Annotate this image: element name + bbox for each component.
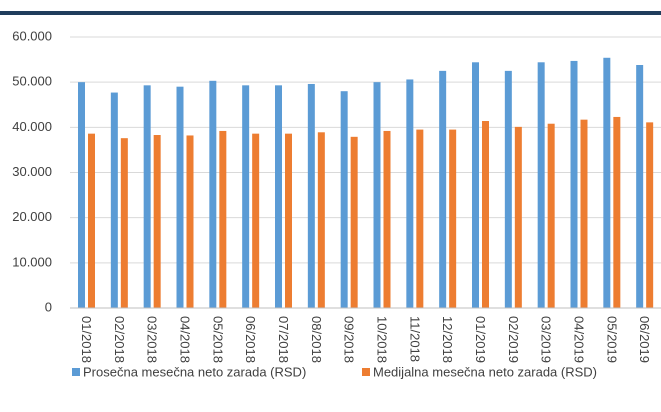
x-tick-label: 02/2018 (112, 316, 127, 363)
bar (307, 83, 315, 309)
bar (143, 85, 151, 308)
bar (449, 129, 457, 308)
bar (219, 130, 227, 308)
bar (646, 122, 654, 309)
bar (514, 126, 522, 308)
bar (153, 135, 161, 308)
bar (383, 130, 391, 308)
x-tick-label: 05/2019 (604, 316, 619, 363)
y-tick-label: 60.000 (12, 28, 52, 43)
bar (580, 119, 588, 308)
bar (439, 70, 447, 308)
bar (78, 82, 85, 309)
bar (209, 80, 217, 308)
bar (482, 121, 489, 308)
bar (285, 133, 292, 308)
bar (275, 85, 282, 308)
x-tick-label: 10/2018 (374, 316, 389, 363)
legend-swatch (72, 368, 80, 376)
y-tick-label: 20.000 (12, 209, 52, 224)
bar (416, 129, 424, 308)
bar (613, 116, 621, 308)
bar (570, 60, 578, 309)
bar (110, 92, 118, 309)
x-tick-label: 12/2018 (440, 316, 455, 363)
bar (186, 135, 194, 308)
x-tick-label: 03/2019 (539, 316, 554, 363)
header-rule (0, 11, 661, 15)
bar (350, 136, 358, 308)
bar (472, 62, 479, 308)
x-tick-label: 06/2019 (637, 316, 652, 363)
x-tick-label: 11/2018 (407, 316, 422, 362)
legend-swatch (362, 368, 370, 376)
bar (120, 138, 128, 308)
bar (317, 132, 325, 308)
x-tick-label: 05/2018 (210, 316, 225, 363)
bar (537, 62, 545, 308)
x-tick-label: 09/2018 (342, 316, 357, 363)
bar (406, 79, 414, 308)
legend-label: Medijalna mesečna neto zarada (RSD) (373, 364, 597, 379)
x-tick-label: 03/2018 (145, 316, 160, 363)
x-tick-label: 07/2018 (276, 316, 291, 363)
legend-label: Prosečna mesečna neto zarada (RSD) (83, 364, 306, 379)
x-tick-label: 06/2018 (243, 316, 258, 363)
x-tick-label: 04/2019 (571, 316, 586, 363)
bar (504, 70, 512, 308)
y-tick-label: 0 (45, 299, 52, 314)
bar (252, 133, 260, 308)
bar (603, 57, 611, 308)
x-tick-label: 01/2019 (473, 316, 488, 363)
x-tick-label: 01/2018 (79, 316, 94, 363)
bar (88, 133, 95, 308)
header-strip (0, 0, 661, 14)
bar (373, 82, 381, 309)
y-tick-label: 30.000 (12, 164, 52, 179)
x-tick-label: 08/2018 (309, 316, 324, 363)
y-tick-label: 10.000 (12, 254, 52, 269)
y-tick-label: 50.000 (12, 74, 52, 89)
bar (242, 85, 250, 308)
x-tick-label: 04/2018 (177, 316, 192, 363)
bar (636, 65, 644, 309)
bar (176, 86, 184, 308)
bar (547, 123, 555, 308)
y-tick-label: 40.000 (12, 119, 52, 134)
x-tick-label: 02/2019 (506, 316, 521, 363)
bar (340, 91, 348, 308)
